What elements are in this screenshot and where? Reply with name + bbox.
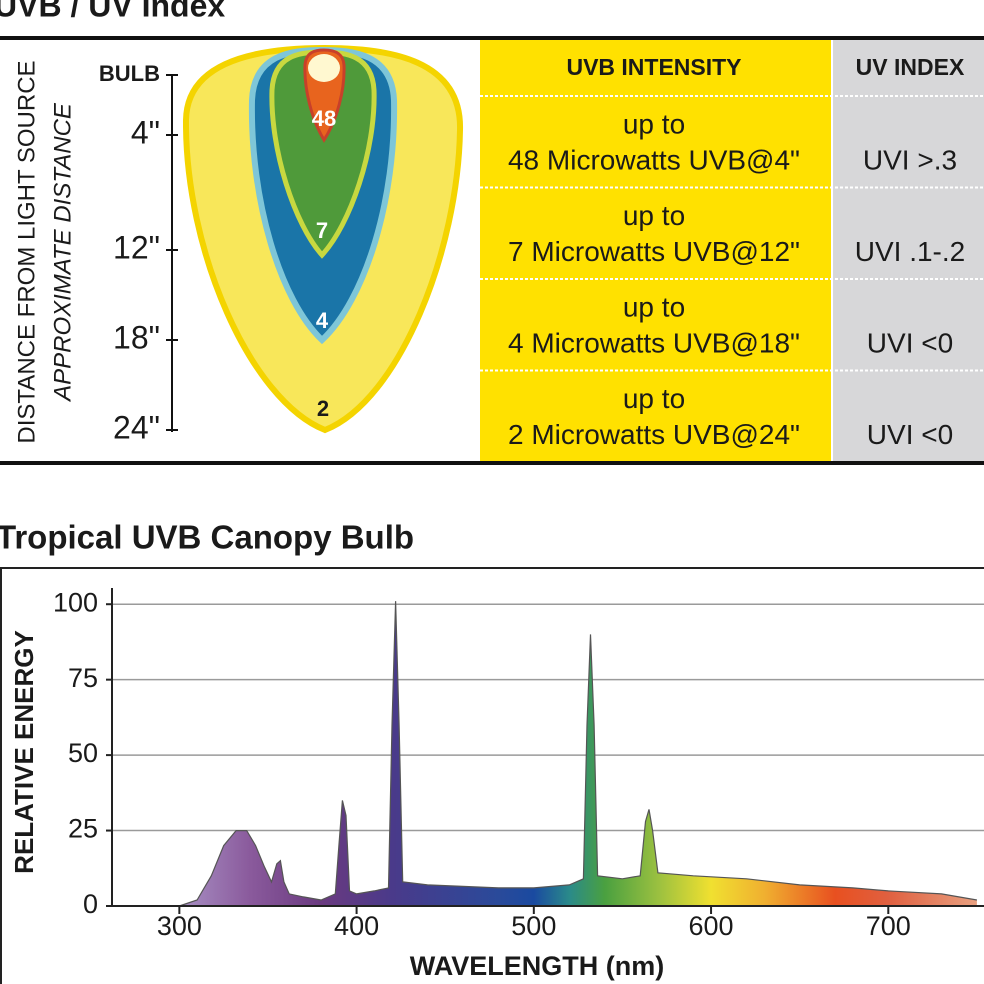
distance-ticks: BULB 4" 12" 18" 24" [99, 61, 178, 445]
intensity-line: up to [623, 291, 685, 322]
x-tick-label: 400 [334, 911, 379, 941]
axis-sublabel: APPROXIMATE DISTANCE [49, 102, 76, 403]
uv-index: UVI .1-.2 [855, 236, 965, 267]
x-tick-label: 600 [689, 911, 734, 941]
intensity-line: 48 Microwatts UVB@4" [508, 144, 800, 175]
intensity-line: up to [623, 200, 685, 231]
intensity-line: up to [623, 108, 685, 139]
chart-title: Tropical UVB Canopy Bulb [0, 519, 414, 556]
intensity-line: 2 Microwatts UVB@24" [508, 419, 800, 450]
y-axis-label: RELATIVE ENERGY [9, 630, 39, 874]
y-tick-label: 50 [68, 738, 98, 768]
section-title: UVB / UV Index [0, 0, 225, 23]
x-tick-label: 500 [511, 911, 556, 941]
y-tick-label: 0 [83, 889, 98, 919]
table-header: UV INDEX [856, 54, 965, 80]
zone-label: 7 [316, 218, 328, 243]
index-column [832, 40, 984, 461]
distance-label: BULB [99, 61, 160, 86]
y-tick-label: 75 [68, 663, 98, 693]
plot: 0 25 50 75 100 300 400 500 600 700 [53, 587, 984, 941]
x-tick-label: 700 [866, 911, 911, 941]
distance-label: 12" [113, 229, 160, 265]
intensity-line: 4 Microwatts UVB@18" [508, 327, 800, 358]
zone-label: 48 [312, 106, 336, 131]
area-fill [179, 601, 977, 906]
distance-label: 4" [131, 114, 160, 150]
axis-label: DISTANCE FROM LIGHT SOURCE [13, 60, 40, 443]
table-header: UVB INTENSITY [566, 54, 741, 80]
distance-label: 18" [113, 319, 160, 355]
x-tick-label: 300 [157, 911, 202, 941]
area-outline [179, 601, 978, 907]
uv-index: UVI >.3 [863, 144, 957, 175]
bulb [308, 54, 340, 82]
table-rows: up to 48 Microwatts UVB@4" UVI >.3 up to 7 M… [480, 95, 984, 450]
uv-index: UVI <0 [867, 419, 953, 450]
intensity-line: up to [623, 383, 685, 414]
uv-index: UVI <0 [867, 327, 953, 358]
y-tick-label: 100 [53, 587, 98, 617]
x-axis-label: WAVELENGTH (nm) [410, 951, 664, 981]
chart-frame [0, 567, 984, 984]
zone-label: 2 [317, 396, 329, 421]
intensity-column [480, 40, 832, 461]
intensity-line: 7 Microwatts UVB@12" [508, 236, 800, 267]
zone-label: 4 [316, 308, 329, 333]
y-tick-label: 25 [68, 814, 98, 844]
distance-label: 24" [113, 409, 160, 445]
